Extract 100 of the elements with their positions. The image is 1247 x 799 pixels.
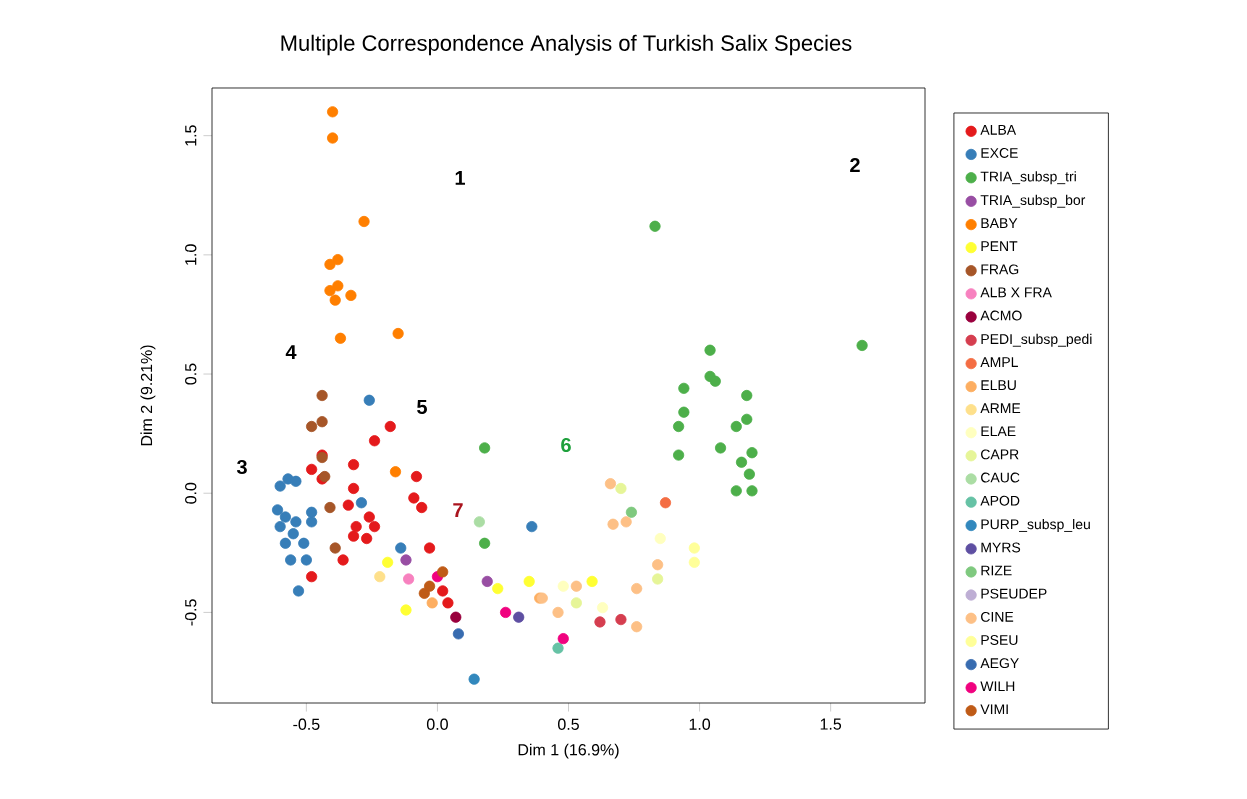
point bbox=[355, 497, 368, 509]
point bbox=[452, 628, 465, 640]
point bbox=[423, 542, 436, 554]
point bbox=[735, 456, 748, 468]
legend-label: PENT bbox=[981, 241, 1018, 251]
point bbox=[392, 327, 404, 340]
point bbox=[285, 554, 297, 566]
legend-label: MYRS bbox=[981, 542, 1021, 553]
point bbox=[374, 571, 386, 583]
legend-label: ARME bbox=[980, 403, 1021, 413]
legend-label: ALBA bbox=[980, 125, 1017, 135]
point bbox=[678, 406, 690, 418]
point bbox=[274, 521, 286, 533]
point bbox=[334, 332, 347, 344]
point bbox=[350, 521, 362, 533]
point bbox=[382, 556, 394, 568]
point bbox=[673, 449, 685, 461]
point bbox=[709, 375, 721, 387]
y-tick-label: -0.5 bbox=[185, 599, 197, 626]
point bbox=[552, 606, 564, 619]
legend-label: CINE bbox=[981, 611, 1014, 622]
point bbox=[659, 497, 672, 509]
y-tick-label: 0.0 bbox=[185, 482, 197, 504]
point bbox=[271, 504, 284, 516]
point bbox=[324, 285, 336, 297]
y-axis-title: Dim 2 (9.21%) bbox=[140, 345, 156, 446]
point bbox=[678, 382, 690, 394]
point bbox=[654, 532, 666, 545]
point bbox=[631, 621, 643, 633]
point bbox=[746, 485, 758, 497]
point bbox=[306, 516, 318, 528]
point bbox=[361, 532, 373, 545]
point bbox=[743, 468, 755, 480]
point bbox=[426, 597, 438, 609]
point bbox=[620, 516, 632, 528]
point bbox=[306, 463, 318, 475]
legend-label: ELAE bbox=[981, 426, 1016, 437]
point bbox=[652, 559, 664, 571]
x-tick-label: 1.5 bbox=[820, 718, 842, 730]
point bbox=[468, 673, 480, 685]
x-axis-title: Dim 1 (16.9%) bbox=[518, 743, 619, 759]
point bbox=[292, 585, 305, 597]
point bbox=[473, 516, 485, 528]
point bbox=[746, 447, 758, 459]
point bbox=[400, 554, 412, 566]
annotation: 6 bbox=[561, 437, 571, 453]
point bbox=[287, 528, 299, 540]
legend-label: AEGY bbox=[980, 658, 1019, 669]
point bbox=[481, 575, 493, 588]
point bbox=[306, 420, 318, 433]
y-tick-label: 1.0 bbox=[185, 244, 197, 265]
point bbox=[631, 582, 643, 595]
point bbox=[586, 575, 598, 588]
x-tick-label: -0.5 bbox=[293, 718, 320, 730]
annotation: 7 bbox=[453, 503, 463, 517]
legend-label: PURP_subsp_leu bbox=[981, 518, 1090, 532]
point bbox=[450, 611, 462, 623]
point bbox=[290, 516, 302, 528]
point bbox=[306, 571, 318, 583]
point bbox=[326, 106, 339, 118]
point bbox=[389, 466, 402, 478]
point bbox=[329, 542, 341, 554]
point bbox=[316, 389, 328, 402]
point bbox=[316, 416, 328, 428]
point bbox=[552, 642, 564, 654]
point bbox=[368, 521, 381, 533]
point bbox=[730, 485, 742, 497]
point bbox=[437, 566, 449, 578]
x-tick-label: 0.0 bbox=[426, 718, 448, 730]
legend-label: VIMI bbox=[980, 704, 1008, 715]
legend-label: AMPL bbox=[980, 357, 1018, 367]
chart-title: Multiple Correspondence Analysis of Turkish Salix Species bbox=[281, 34, 852, 56]
point bbox=[300, 554, 312, 566]
point bbox=[358, 215, 370, 228]
point bbox=[423, 580, 436, 592]
point bbox=[416, 501, 428, 514]
point bbox=[403, 573, 415, 585]
annotation: 2 bbox=[850, 158, 860, 172]
point bbox=[615, 482, 627, 495]
point bbox=[408, 492, 420, 504]
point bbox=[337, 554, 349, 566]
point bbox=[523, 575, 535, 588]
legend-label: ALB X FRA bbox=[980, 287, 1052, 298]
legend-label: CAUC bbox=[981, 472, 1020, 483]
point bbox=[324, 501, 336, 514]
annotation: 1 bbox=[455, 171, 465, 185]
point bbox=[688, 556, 700, 568]
point bbox=[345, 289, 357, 301]
legend-label: APOD bbox=[980, 495, 1020, 506]
point bbox=[306, 506, 318, 518]
legend-label: ACMO bbox=[980, 310, 1022, 321]
point bbox=[741, 413, 753, 425]
point bbox=[513, 611, 525, 623]
annotation: 3 bbox=[236, 459, 247, 475]
legend-label: EXCE bbox=[981, 148, 1018, 158]
point bbox=[326, 132, 339, 144]
annotation: 5 bbox=[417, 400, 427, 414]
legend-label: PEDI_subsp_pedi bbox=[981, 333, 1092, 347]
annotation: 4 bbox=[285, 345, 297, 359]
legend-label: PSEU bbox=[981, 635, 1018, 645]
